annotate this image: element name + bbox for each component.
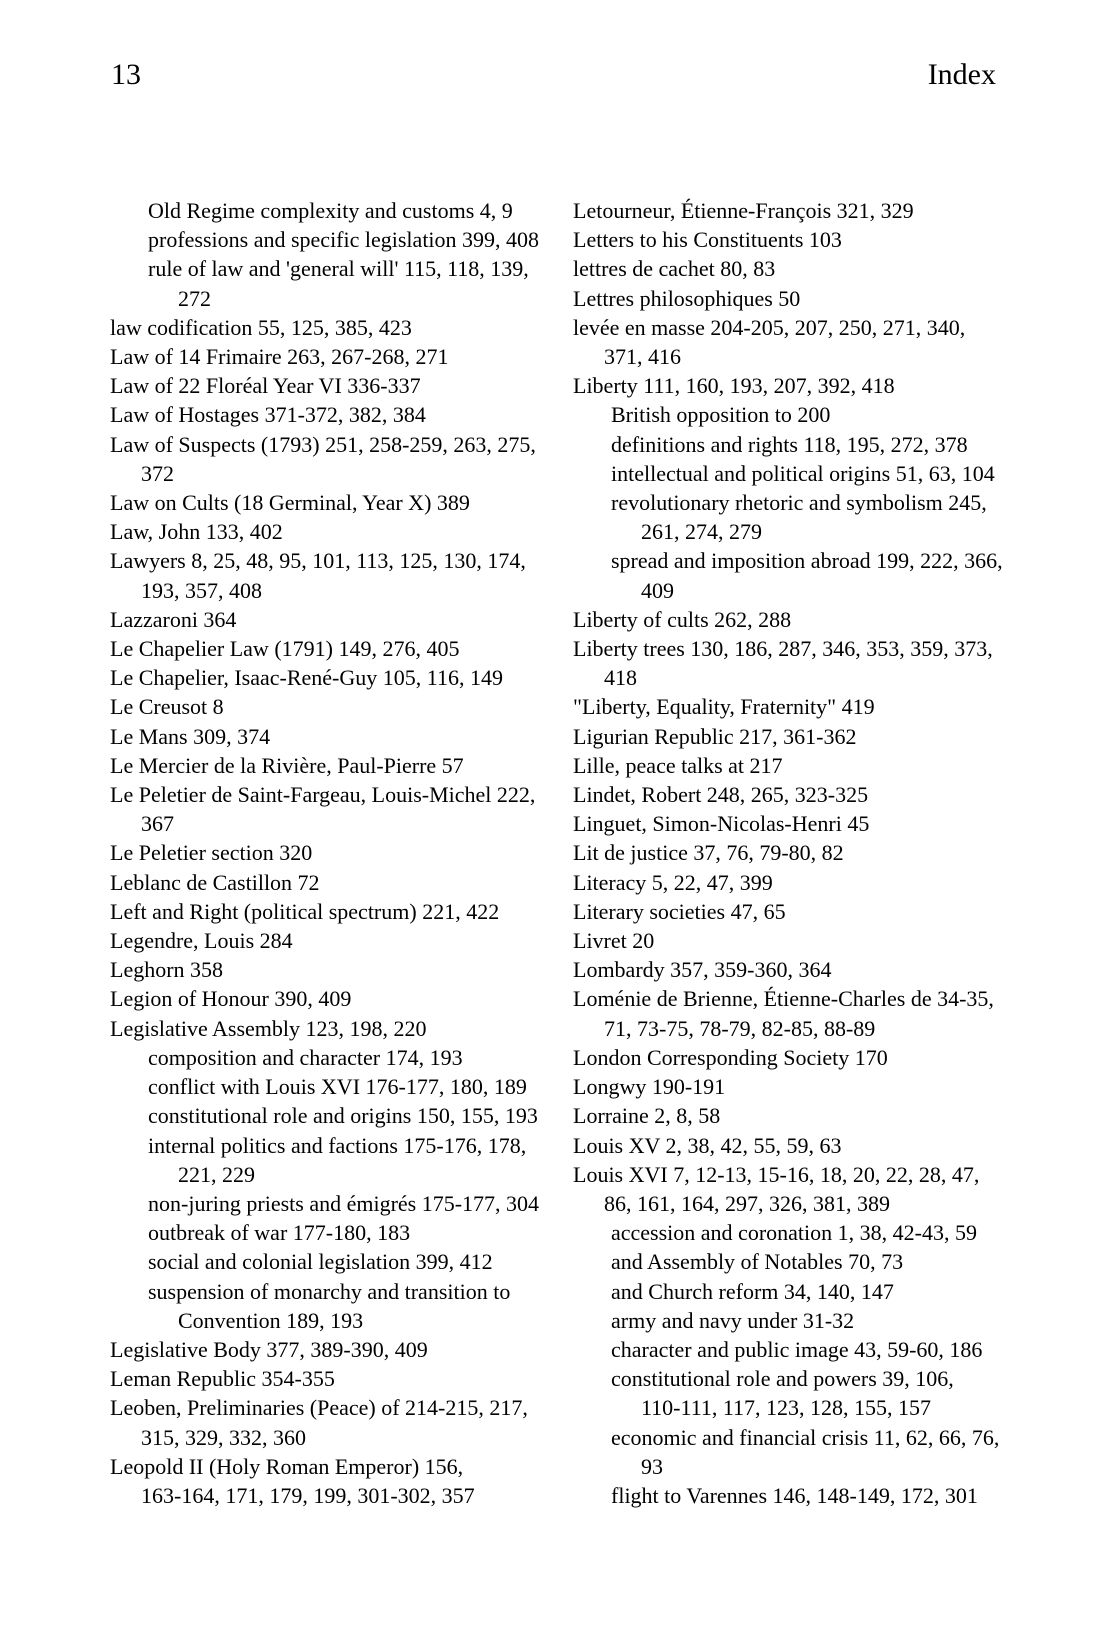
index-entry-line: 372 — [141, 460, 174, 486]
index-entry-line: levée en masse 204-205, 207, 250, 271, 3… — [573, 314, 966, 340]
index-entry-line: 93 — [641, 1453, 663, 1479]
index-entry-line: 193, 357, 408 — [141, 577, 262, 603]
index-entry-line: London Corresponding Society 170 — [573, 1044, 888, 1070]
index-entry-line: Legendre, Louis 284 — [110, 928, 293, 954]
index-entry-line: 86, 161, 164, 297, 326, 381, 389 — [604, 1190, 890, 1216]
index-entry-line: 272 — [178, 285, 211, 311]
index-column-right: Letourneur, Étienne-François 321, 329 Let… — [573, 196, 1023, 1510]
index-entry-line: 110-111, 117, 123, 128, 155, 157 — [641, 1395, 932, 1421]
index-entry-line: 163-164, 171, 179, 199, 301-302, 357 — [141, 1482, 475, 1508]
index-entry-line: Lettres philosophiques 50 — [573, 285, 801, 311]
index-entry-line: Legislative Body 377, 389-390, 409 — [110, 1336, 428, 1362]
index-entry-line: Literacy 5, 22, 47, 399 — [573, 869, 773, 895]
index-entry-line: 261, 274, 279 — [641, 519, 762, 545]
index-entry-line: Leopold II (Holy Roman Emperor) 156, — [110, 1453, 464, 1479]
index-entry-line: intellectual and political origins 51, 6… — [611, 460, 995, 486]
index-entry-line: constitutional role and powers 39, 106, — [611, 1366, 954, 1392]
index-entry-line: constitutional role and origins 150, 155… — [148, 1103, 538, 1129]
index-entry-line: Le Mans 309, 374 — [110, 723, 271, 749]
index-entry-line: Le Peletier de Saint-Fargeau, Louis-Mich… — [110, 782, 536, 808]
index-entry-line: accession and coronation 1, 38, 42-43, 5… — [611, 1220, 977, 1246]
index-entry-line: law codification 55, 125, 385, 423 — [110, 314, 412, 340]
index-entry-line: lettres de cachet 80, 83 — [573, 256, 776, 282]
index-entry-line: Law on Cults (18 Germinal, Year X) 389 — [110, 490, 470, 516]
index-entry-line: 315, 329, 332, 360 — [141, 1424, 306, 1450]
index-entry-line: Literary societies 47, 65 — [573, 898, 786, 924]
index-entry-line: economic and financial crisis 11, 62, 66… — [611, 1424, 1000, 1450]
index-entry-line: spread and imposition abroad 199, 222, 3… — [611, 548, 1003, 574]
index-entry-line: outbreak of war 177-180, 183 — [148, 1220, 411, 1246]
index-entry-line: Law of 14 Frimaire 263, 267-268, 271 — [110, 344, 449, 370]
index-entry-line: Lawyers 8, 25, 48, 95, 101, 113, 125, 13… — [110, 548, 526, 574]
index-entry-line: Lindet, Robert 248, 265, 323-325 — [573, 782, 869, 808]
index-entry-line: Leoben, Preliminaries (Peace) of 214-215… — [110, 1395, 528, 1421]
index-entry-line: Leblanc de Castillon 72 — [110, 869, 320, 895]
page-number: 13 — [111, 58, 141, 91]
index-entry-line: Left and Right (political spectrum) 221,… — [110, 898, 500, 924]
index-entry-line: Louis XV 2, 38, 42, 55, 59, 63 — [573, 1132, 842, 1158]
index-entry-line: Law of 22 Floréal Year VI 336-337 — [110, 373, 421, 399]
index-entry-line: Law of Hostages 371-372, 382, 384 — [110, 402, 426, 428]
index-entry-line: suspension of monarchy and transition to — [148, 1278, 511, 1304]
index-entry-line: and Assembly of Notables 70, 73 — [611, 1249, 904, 1275]
index-entry-line: Legion of Honour 390, 409 — [110, 986, 352, 1012]
index-entry-line: character and public image 43, 59-60, 18… — [611, 1336, 983, 1362]
index-entry-line: Longwy 190-191 — [573, 1074, 726, 1100]
index-entry-line: Ligurian Republic 217, 361-362 — [573, 723, 857, 749]
index-entry-line: Le Peletier section 320 — [110, 840, 313, 866]
index-entry-line: conflict with Louis XVI 176-177, 180, 18… — [148, 1074, 527, 1100]
index-entry-line: social and colonial legislation 399, 412 — [148, 1249, 493, 1275]
index-entry-line: Le Creusot 8 — [110, 694, 224, 720]
index-entry-line: Lit de justice 37, 76, 79-80, 82 — [573, 840, 844, 866]
running-head-title: Index — [927, 58, 996, 91]
index-entry-line: Leghorn 358 — [110, 957, 224, 983]
index-entry-line: Loménie de Brienne, Étienne-Charles de 3… — [573, 986, 994, 1012]
index-entry-line: Le Chapelier Law (1791) 149, 276, 405 — [110, 636, 460, 662]
index-entry-line: Livret 20 — [573, 928, 655, 954]
index-entry-line: rule of law and 'general will' 115, 118,… — [148, 256, 529, 282]
index-entry-line: internal politics and factions 175-176, … — [148, 1132, 527, 1158]
index-entry-line: composition and character 174, 193 — [148, 1044, 463, 1070]
index-entry-line: 367 — [141, 811, 174, 837]
index-entry-line: revolutionary rhetoric and symbolism 245… — [611, 490, 987, 516]
index-entry-line: and Church reform 34, 140, 147 — [611, 1278, 894, 1304]
index-entry-line: 371, 416 — [604, 344, 681, 370]
index-entry-line: 409 — [641, 577, 674, 603]
index-entry-line: Louis XVI 7, 12-13, 15-16, 18, 20, 22, 2… — [573, 1161, 980, 1187]
index-entry-line: "Liberty, Equality, Fraternity" 419 — [573, 694, 875, 720]
index-entry-line: Leman Republic 354-355 — [110, 1366, 335, 1392]
index-entry-line: Lorraine 2, 8, 58 — [573, 1103, 721, 1129]
index-entry-line: Le Mercier de la Rivière, Paul-Pierre 57 — [110, 752, 464, 778]
index-entry-line: Liberty 111, 160, 193, 207, 392, 418 — [573, 373, 895, 399]
index-entry-line: 418 — [604, 665, 637, 691]
index-entry-line: Liberty of cults 262, 288 — [573, 606, 792, 632]
index-entry-line: 221, 229 — [178, 1161, 255, 1187]
index-entry-line: non-juring priests and émigrés 175-177, … — [148, 1190, 540, 1216]
index-entry-line: Letters to his Constituents 103 — [573, 227, 842, 253]
index-entry-line: Law of Suspects (1793) 251, 258-259, 263… — [110, 431, 536, 457]
index-entry-line: Lombardy 357, 359-360, 364 — [573, 957, 832, 983]
index-entry-line: Lazzaroni 364 — [110, 606, 237, 632]
index-entry-line: definitions and rights 118, 195, 272, 37… — [611, 431, 968, 457]
index-entry-line: Le Chapelier, Isaac-René-Guy 105, 116, 1… — [110, 665, 503, 691]
index-entry-line: Letourneur, Étienne-François 321, 329 — [573, 198, 914, 223]
index-entry-line: Lille, peace talks at 217 — [573, 752, 783, 778]
index-entry-line: Legislative Assembly 123, 198, 220 — [110, 1015, 427, 1041]
index-entry-line: 71, 73-75, 78-79, 82-85, 88-89 — [604, 1015, 876, 1041]
index-entry-line: Liberty trees 130, 186, 287, 346, 353, 3… — [573, 636, 993, 662]
index-entry-line: army and navy under 31-32 — [611, 1307, 855, 1333]
index-entry-line: Old Regime complexity and customs 4, 9 — [148, 198, 513, 223]
index-entry-line: British opposition to 200 — [611, 402, 831, 428]
index-column-left: Old Regime complexity and customs 4, 9 pr… — [110, 196, 560, 1510]
index-entry-line: professions and specific legislation 399… — [148, 227, 540, 253]
index-entry-line: flight to Varennes 146, 148-149, 172, 30… — [611, 1482, 978, 1508]
index-entry-line: Linguet, Simon-Nicolas-Henri 45 — [573, 811, 870, 837]
index-entry-line: Convention 189, 193 — [178, 1307, 364, 1333]
index-entry-line: Law, John 133, 402 — [110, 519, 283, 545]
